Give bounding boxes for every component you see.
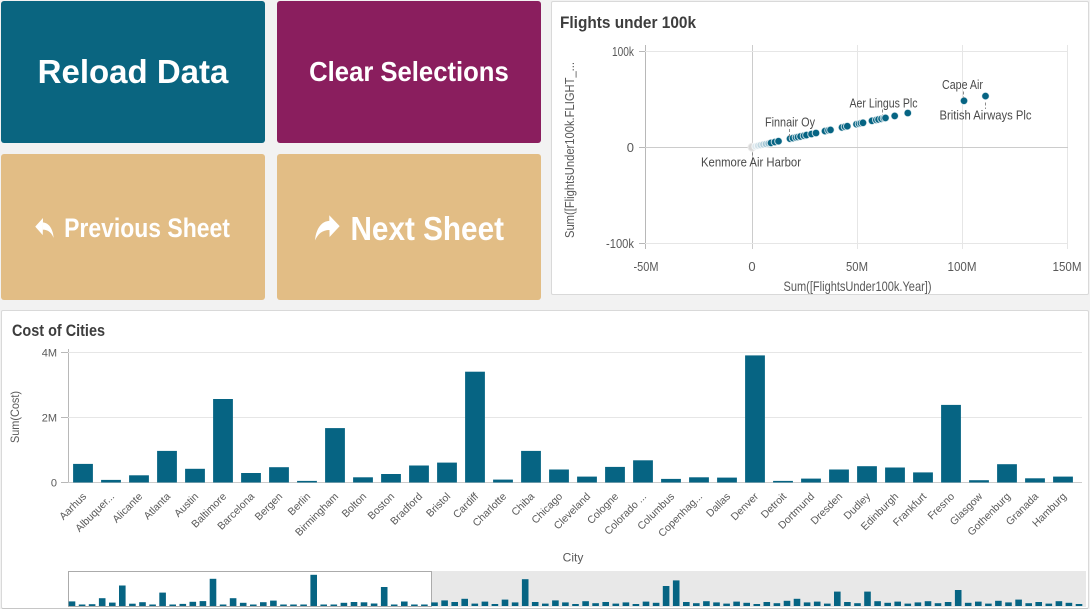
svg-text:0: 0: [51, 478, 57, 490]
svg-text:0: 0: [748, 259, 755, 274]
svg-text:4M: 4M: [42, 348, 57, 360]
svg-text:50M: 50M: [846, 259, 868, 274]
svg-text:2M: 2M: [42, 413, 57, 425]
svg-text:Flights under 100k: Flights under 100k: [560, 13, 696, 32]
svg-text:City: City: [563, 551, 584, 565]
svg-text:Sum(Cost): Sum(Cost): [8, 391, 22, 443]
svg-text:Aer Lingus Plc: Aer Lingus Plc: [850, 97, 918, 111]
svg-text:Cape Air: Cape Air: [942, 78, 983, 92]
svg-text:Sum([FlightsUnder100k.Year]): Sum([FlightsUnder100k.Year]): [784, 278, 932, 294]
svg-text:0: 0: [627, 140, 634, 155]
svg-text:150M: 150M: [1053, 259, 1082, 274]
svg-text:100k: 100k: [612, 44, 634, 59]
svg-text:Cost of Cities: Cost of Cities: [12, 322, 105, 340]
svg-text:Kenmore Air Harbor: Kenmore Air Harbor: [701, 156, 801, 170]
svg-text:100M: 100M: [948, 259, 977, 274]
svg-text:-100k: -100k: [606, 236, 634, 251]
svg-text:Sum([FlightsUnder100k.FLIGHT_.: Sum([FlightsUnder100k.FLIGHT_...: [562, 62, 577, 238]
svg-text:Finnair Oy: Finnair Oy: [765, 116, 816, 130]
svg-text:-50M: -50M: [634, 259, 659, 274]
svg-text:British Airways Plc: British Airways Plc: [940, 109, 1032, 123]
